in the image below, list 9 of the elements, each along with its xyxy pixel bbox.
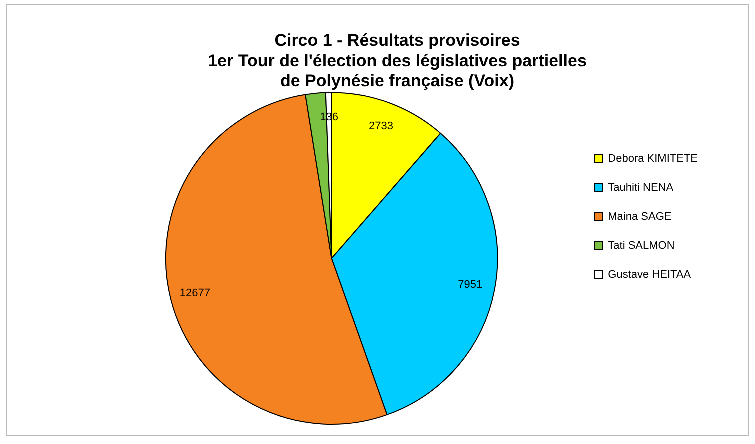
data-label: 7951 bbox=[458, 278, 483, 291]
legend-label: Tati SALMON bbox=[608, 240, 675, 252]
legend-label: Tauhiti NENA bbox=[608, 182, 674, 194]
data-label: 2733 bbox=[369, 120, 394, 133]
legend-label: Gustave HEITAA bbox=[608, 269, 692, 282]
data-label: 12677 bbox=[180, 287, 210, 300]
legend-label: Maina SAGE bbox=[608, 211, 672, 224]
chart-title: Circo 1 - Résultats provisoires 1er Tour de l'élection des législatives partielles de Polynésie française (Voix) bbox=[208, 30, 587, 91]
legend-label: Debora KIMITETE bbox=[608, 153, 698, 166]
